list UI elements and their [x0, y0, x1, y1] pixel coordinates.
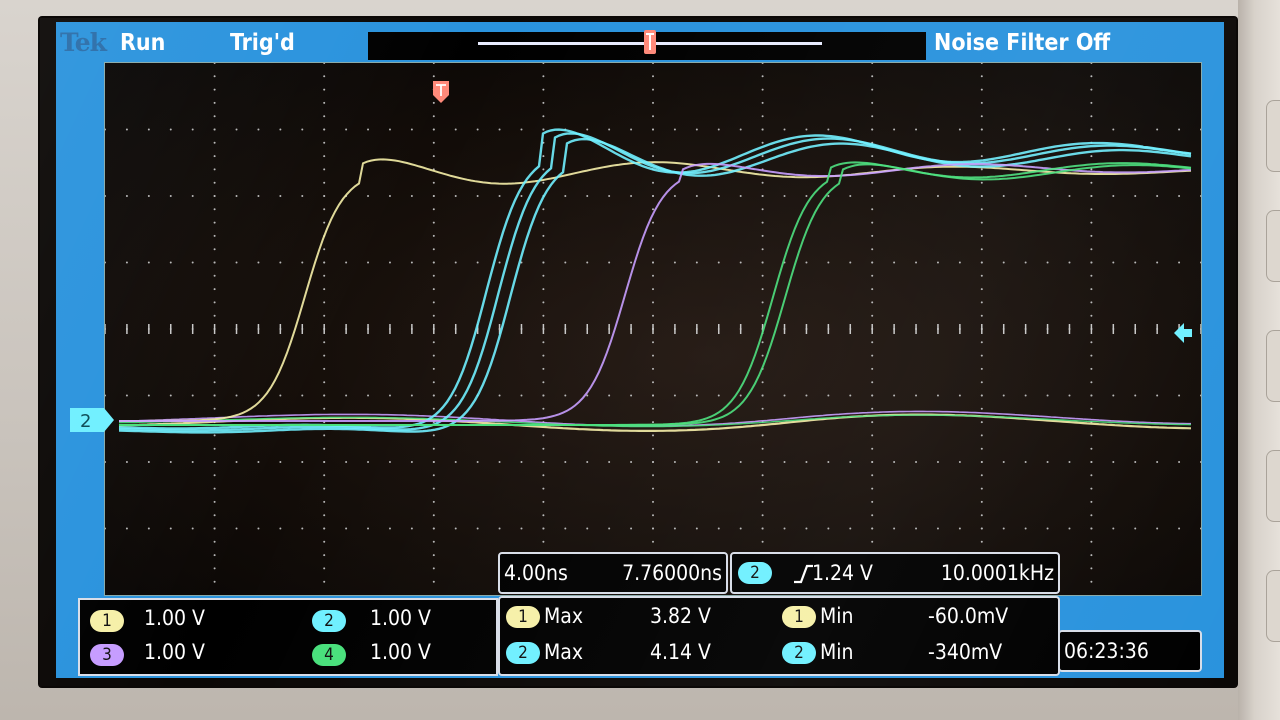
timebase-readout[interactable]: 4.00ns 7.76000ns	[498, 552, 728, 594]
channel-3-badge[interactable]: 3	[90, 644, 124, 666]
channel-4-scale: 1.00 V	[370, 640, 431, 664]
measurement-1-channel: 1	[506, 606, 540, 628]
trigger-readout[interactable]: 2 1.24 V 10.0001kHz	[730, 552, 1060, 594]
measurement-4-label: Min	[820, 640, 854, 664]
measurement-2-channel: 2	[506, 642, 540, 664]
measurement-4-value: -340mV	[928, 640, 1003, 664]
channel-3-trace	[119, 162, 1192, 422]
clock-readout: 06:23:36	[1058, 630, 1202, 672]
measurement-1-label: Max	[544, 604, 584, 628]
channel-scale-panel[interactable]: 1 1.00 V 2 1.00 V 3 1.00 V 4 1.00 V	[78, 598, 498, 676]
measurement-panel[interactable]: 1 Max 3.82 V 2 Max 4.14 V 1 Min -60.0mV …	[498, 596, 1060, 676]
channel-1-badge[interactable]: 1	[90, 610, 124, 632]
tek-logo: Tek	[60, 28, 107, 57]
channel-4-trace-a	[119, 161, 1192, 426]
waveform-area	[104, 62, 1202, 583]
noise-filter-status[interactable]: Noise Filter Off	[934, 30, 1111, 56]
measurement-2-label: Max	[544, 640, 584, 664]
timebase-scale: 4.00ns	[504, 561, 568, 585]
trigger-frequency: 10.0001kHz	[940, 561, 1054, 585]
measurement-4-channel: 2	[782, 642, 816, 664]
measurement-1-value: 3.82 V	[650, 604, 711, 628]
side-menu-button-4[interactable]	[1266, 450, 1280, 522]
channel-2-badge[interactable]: 2	[312, 610, 346, 632]
channel-2-trace-c	[118, 137, 1192, 434]
trigger-time-marker	[433, 81, 449, 103]
side-menu-button-5[interactable]	[1266, 570, 1280, 642]
channel-3-scale: 1.00 V	[144, 640, 205, 664]
channel-4-trace-b	[119, 163, 1192, 426]
waveform-traces	[118, 128, 1192, 434]
channel-marker-label: 2	[80, 411, 91, 432]
timebase-position: 7.76000ns	[622, 561, 722, 585]
trigger-status: Trig'd	[230, 30, 295, 56]
channel-2-scale: 1.00 V	[370, 606, 431, 630]
channel-4-badge[interactable]: 4	[312, 644, 346, 666]
side-menu-button-1[interactable]	[1266, 100, 1280, 172]
graticule-grid	[104, 62, 1202, 583]
trigger-source-badge: 2	[738, 562, 772, 584]
measurement-2-value: 4.14 V	[650, 640, 711, 664]
measurement-3-label: Min	[820, 604, 854, 628]
channel-2-trace-b	[118, 132, 1192, 432]
channel-1-trace	[119, 158, 1192, 422]
measurement-3-channel: 1	[782, 606, 816, 628]
waveform-graticule	[104, 62, 1202, 596]
trigger-level-marker[interactable]	[1174, 322, 1194, 344]
channel-1-scale: 1.00 V	[144, 606, 205, 630]
channel-4-low-trace	[118, 414, 1192, 428]
side-menu-button-3[interactable]	[1266, 330, 1280, 402]
acquisition-status[interactable]: Run	[120, 30, 166, 56]
trigger-level: 1.24 V	[812, 561, 873, 585]
channel-2-ground-marker[interactable]: 2	[70, 406, 116, 434]
side-menu-button-2[interactable]	[1266, 210, 1280, 282]
measurement-3-value: -60.0mV	[928, 604, 1009, 628]
rising-edge-icon	[794, 564, 813, 584]
clock-time: 06:23:36	[1064, 639, 1149, 663]
channel-2-trace-a	[118, 128, 1192, 430]
